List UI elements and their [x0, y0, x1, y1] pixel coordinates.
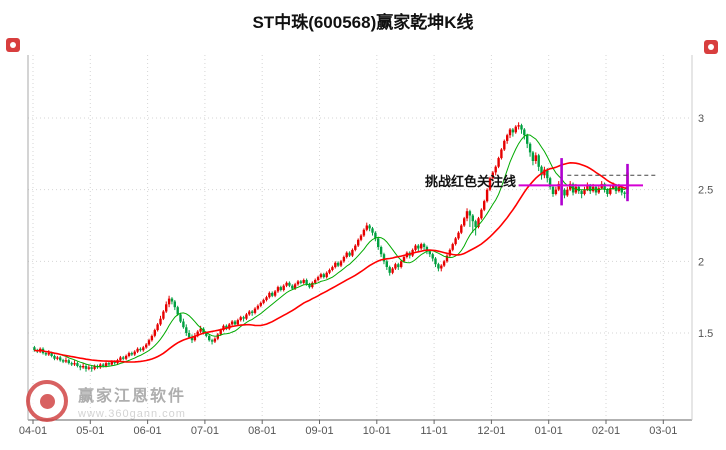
x-axis-label: 06-01 [134, 425, 162, 437]
app-logo-dot-icon [10, 42, 16, 48]
ma-line-MA10 [34, 134, 628, 368]
signal-bar [560, 158, 563, 206]
y-axis-label: 2 [698, 256, 704, 268]
watermark-url: www.360gann.com [78, 408, 186, 420]
y-axis-label: 2.5 [698, 185, 713, 197]
x-axis-label: 12-01 [477, 425, 505, 437]
annotations [518, 158, 658, 206]
axes [27, 55, 693, 424]
x-axis-label: 01-01 [535, 425, 563, 437]
candlestick-series [33, 122, 629, 372]
y-axis-label: 1.5 [698, 328, 713, 340]
axis-labels: 04-01 05-01 06-01 07-01 08-01 09-01 10-01 11-01… [19, 113, 713, 437]
x-axis-label: 10-01 [363, 425, 391, 437]
x-axis-label: 04-01 [19, 425, 47, 437]
signal-bar [626, 163, 629, 202]
x-axis-label: 05-01 [76, 425, 104, 437]
alert-line-label: 挑战红色关注线 [424, 174, 516, 189]
watermark-texts: 赢家江恩软件 www.360gann.com [78, 382, 186, 420]
watermark-logo-icon [26, 380, 68, 422]
watermark-logo-core-icon [39, 393, 55, 409]
chart-title: ST中珠(600568)赢家乾坤K线 [252, 13, 474, 32]
app-logo-mark-right [704, 40, 718, 54]
ma-line-MA30 [34, 161, 628, 363]
x-axis-label: 03-01 [649, 425, 677, 437]
app-logo-dot-icon [708, 44, 714, 50]
y-axis-label: 3 [698, 113, 704, 125]
watermark: 赢家江恩软件 www.360gann.com [26, 380, 186, 422]
watermark-brand: 赢家江恩软件 [78, 388, 187, 405]
x-axis-label: 11-01 [420, 425, 447, 437]
x-axis-label: 09-01 [305, 425, 333, 437]
x-axis-label: 08-01 [248, 425, 276, 437]
app-logo-mark-left [6, 38, 20, 52]
x-axis-label: 02-01 [592, 425, 620, 437]
x-axis-label: 07-01 [191, 425, 219, 437]
